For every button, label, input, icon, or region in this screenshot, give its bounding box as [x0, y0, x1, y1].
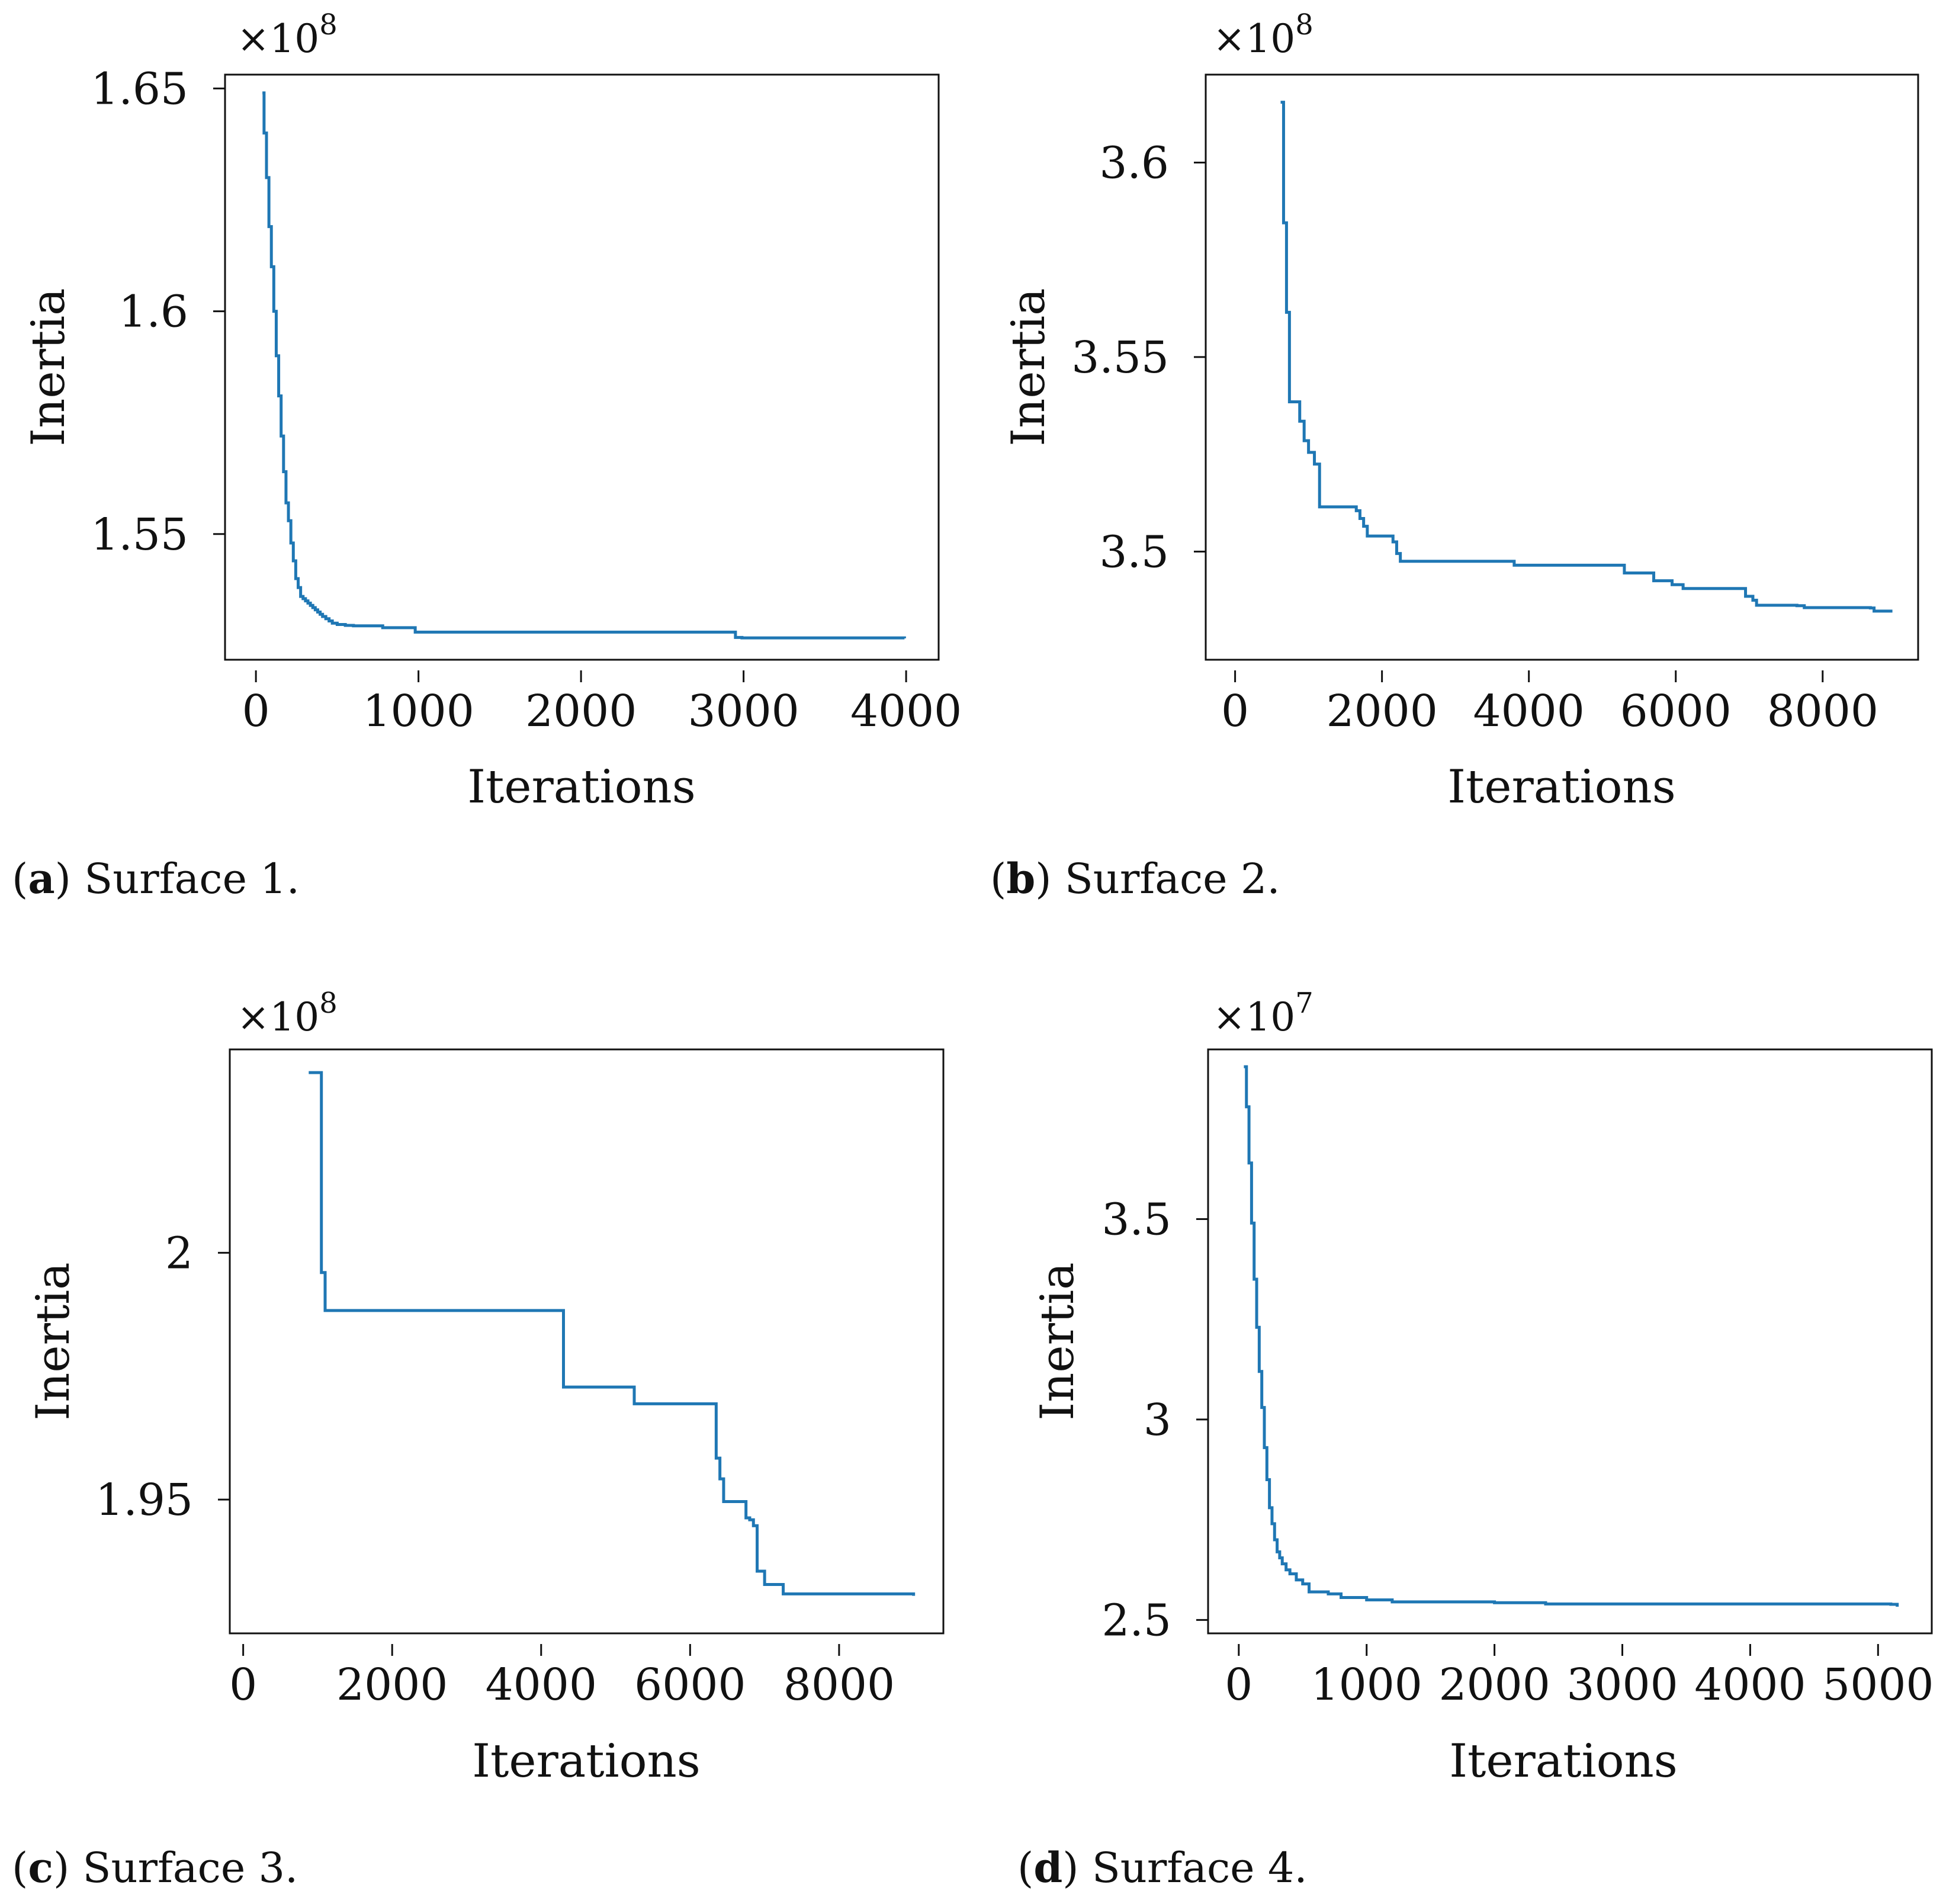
ticks: 0 2000 4000 6000 8000 3.5 3.55 3.6	[1071, 137, 1878, 737]
y-axis-label: Inertia	[22, 288, 75, 446]
x-tick-label: 4000	[850, 686, 962, 737]
x-axis-label: Iterations	[467, 760, 696, 814]
x-tick-label: 4000	[1694, 1659, 1806, 1710]
y-tick-label: 3.5	[1101, 1194, 1171, 1245]
x-tick-label: 3000	[1566, 1659, 1678, 1710]
x-tick-label: 0	[1225, 1659, 1252, 1710]
x-tick-label: 8000	[1767, 686, 1878, 737]
panel-b: ×108 0 2000 4000 6000 8000 3.5 3.55 3.6 Iterati…	[990, 8, 1919, 903]
x-tick-label: 1000	[362, 686, 474, 737]
plot-area-frame	[229, 1048, 945, 1635]
y-axis-label: Inertia	[1031, 1262, 1084, 1420]
y-scale-multiplier: ×107	[1213, 987, 1313, 1040]
series-line	[262, 91, 906, 640]
series-line	[309, 1071, 916, 1596]
y-tick-label: 2.5	[1101, 1595, 1171, 1646]
y-scale-multiplier: ×108	[237, 8, 338, 62]
x-axis-label: Iterations	[1447, 760, 1676, 814]
x-axis-label: Iterations	[1449, 1735, 1678, 1788]
x-tick-label: 2000	[1326, 686, 1437, 737]
y-tick-label: 3.6	[1099, 137, 1169, 188]
y-axis-label: Inertia	[27, 1262, 80, 1420]
panel-caption: (b) Surface 2.	[990, 854, 1280, 903]
panel-caption: (d) Surface 4.	[1017, 1843, 1308, 1892]
series-line	[1280, 101, 1893, 613]
x-tick-label: 6000	[1620, 686, 1732, 737]
y-tick-label: 1.65	[91, 63, 188, 114]
x-tick-label: 8000	[783, 1659, 895, 1710]
panel-c: ×108 0 2000 4000 6000 8000 1.95 2 Iterations I…	[12, 987, 945, 1892]
plot-area-frame	[1205, 73, 1919, 661]
y-scale-multiplier: ×108	[1213, 8, 1313, 62]
panel-caption: (c) Surface 3.	[12, 1843, 298, 1892]
x-tick-label: 3000	[688, 686, 799, 737]
plot-area-frame	[1207, 1048, 1933, 1635]
x-tick-label: 4000	[1473, 686, 1585, 737]
x-tick-label: 2000	[525, 686, 637, 737]
panel-d: ×107 0 1000 2000 3000 4000 5000 2.5 3 3.5 Iterat…	[1017, 987, 1934, 1892]
ticks: 0 2000 4000 6000 8000 1.95 2	[95, 1228, 895, 1710]
y-tick-label: 3.5	[1099, 526, 1169, 577]
y-tick-label: 1.55	[91, 509, 188, 560]
x-tick-label: 4000	[486, 1659, 597, 1710]
y-tick-label: 1.6	[118, 287, 188, 338]
x-tick-label: 6000	[634, 1659, 746, 1710]
x-axis-label: Iterations	[472, 1735, 701, 1788]
x-tick-label: 1000	[1311, 1659, 1422, 1710]
y-tick-label: 3.55	[1071, 332, 1169, 383]
ticks: 0 1000 2000 3000 4000 1.55 1.6 1.65	[91, 63, 962, 737]
plot-area-frame	[224, 73, 940, 661]
y-tick-label: 3	[1144, 1395, 1171, 1446]
x-tick-label: 2000	[336, 1659, 448, 1710]
y-tick-label: 1.95	[95, 1475, 193, 1526]
x-tick-label: 5000	[1822, 1659, 1934, 1710]
panel-a: ×108 0 1000 2000 3000 4000 1.55 1.6 1.65 Iterat…	[12, 8, 962, 903]
y-tick-label: 2	[165, 1228, 193, 1279]
y-axis-label: Inertia	[1002, 288, 1055, 446]
series-line	[1244, 1065, 1899, 1607]
panel-caption: (a) Surface 1.	[12, 854, 300, 903]
x-tick-label: 0	[1221, 686, 1249, 737]
x-tick-label: 0	[229, 1659, 257, 1710]
x-tick-label: 0	[242, 686, 270, 737]
ticks: 0 1000 2000 3000 4000 5000 2.5 3 3.5	[1101, 1194, 1934, 1710]
x-tick-label: 2000	[1438, 1659, 1550, 1710]
y-scale-multiplier: ×108	[237, 987, 338, 1040]
